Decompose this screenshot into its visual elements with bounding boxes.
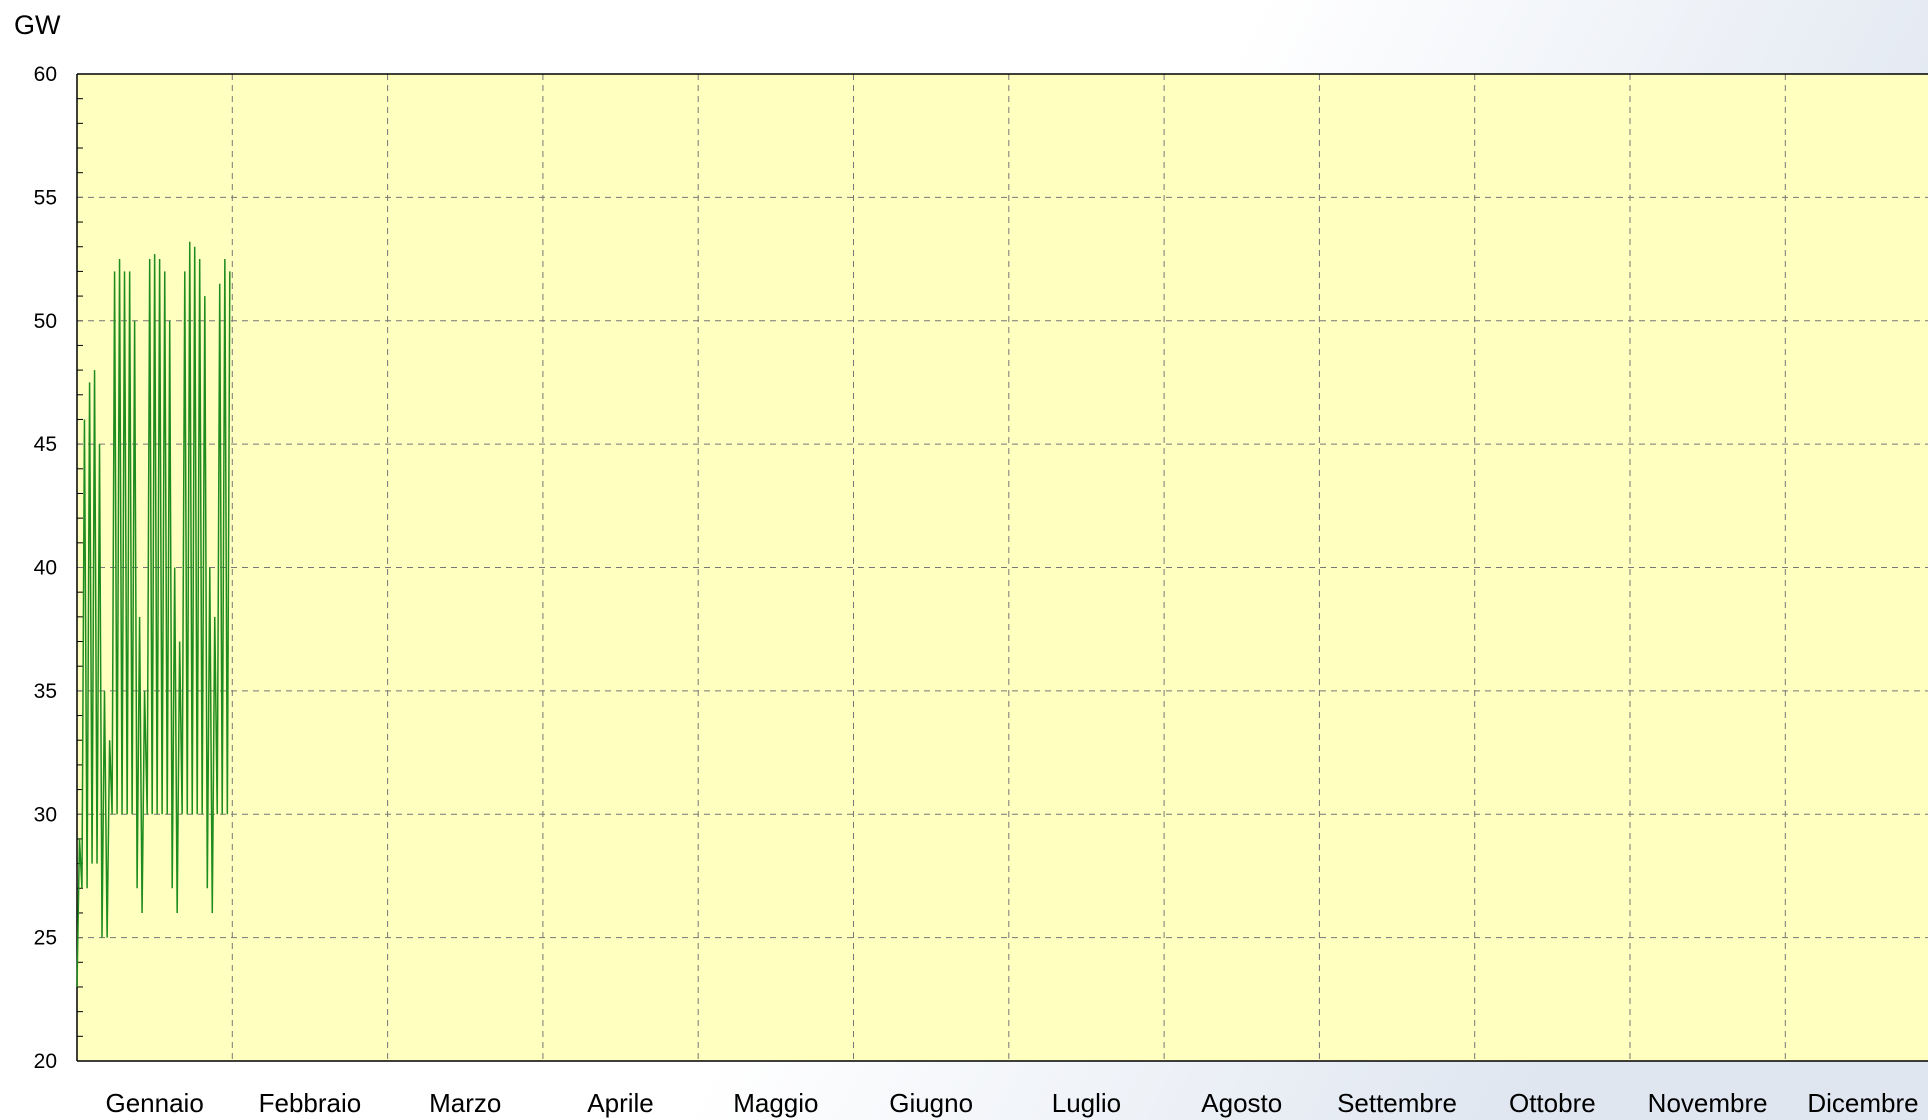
y-tick-label: 30 [34, 803, 57, 826]
x-tick-label: Luglio [1052, 1088, 1121, 1118]
y-tick-label: 45 [34, 433, 57, 456]
load-line [76, 241, 231, 987]
x-tick-label: Agosto [1201, 1088, 1282, 1118]
y-tick-label: 55 [34, 186, 57, 209]
y-tick-label: 40 [34, 557, 57, 580]
y-tick-label: 25 [34, 927, 57, 950]
x-tick-label: Novembre [1648, 1088, 1768, 1118]
x-tick-label: Febbraio [259, 1088, 362, 1118]
x-tick-label: Aprile [587, 1088, 653, 1118]
x-tick-label: Marzo [429, 1088, 501, 1118]
x-tick-label: Giugno [889, 1088, 973, 1118]
y-tick-label: 50 [34, 310, 57, 333]
x-tick-label: Ottobre [1509, 1088, 1596, 1118]
x-tick-label: Gennaio [105, 1088, 203, 1118]
y-tick-label: 35 [34, 680, 57, 703]
x-tick-label: Dicembre [1807, 1088, 1918, 1118]
x-tick-label: Settembre [1337, 1088, 1457, 1118]
y-tick-label: 20 [34, 1050, 57, 1073]
y-axis-label: GW [14, 10, 61, 40]
x-tick-label: Maggio [733, 1088, 818, 1118]
y-tick-label: 60 [34, 63, 57, 86]
